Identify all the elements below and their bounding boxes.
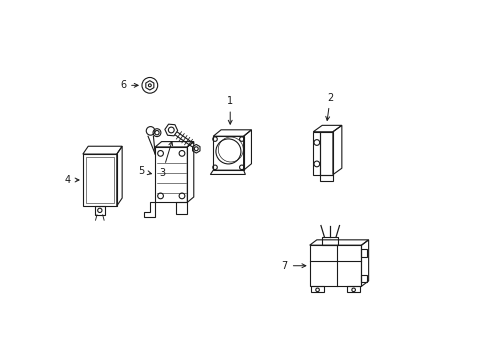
Text: 3: 3 <box>159 141 172 178</box>
Text: 5: 5 <box>138 166 151 176</box>
Text: 1: 1 <box>227 96 233 124</box>
Text: 7: 7 <box>281 261 305 271</box>
Text: 2: 2 <box>325 93 333 121</box>
Text: 4: 4 <box>64 175 79 185</box>
Text: 6: 6 <box>120 80 138 90</box>
